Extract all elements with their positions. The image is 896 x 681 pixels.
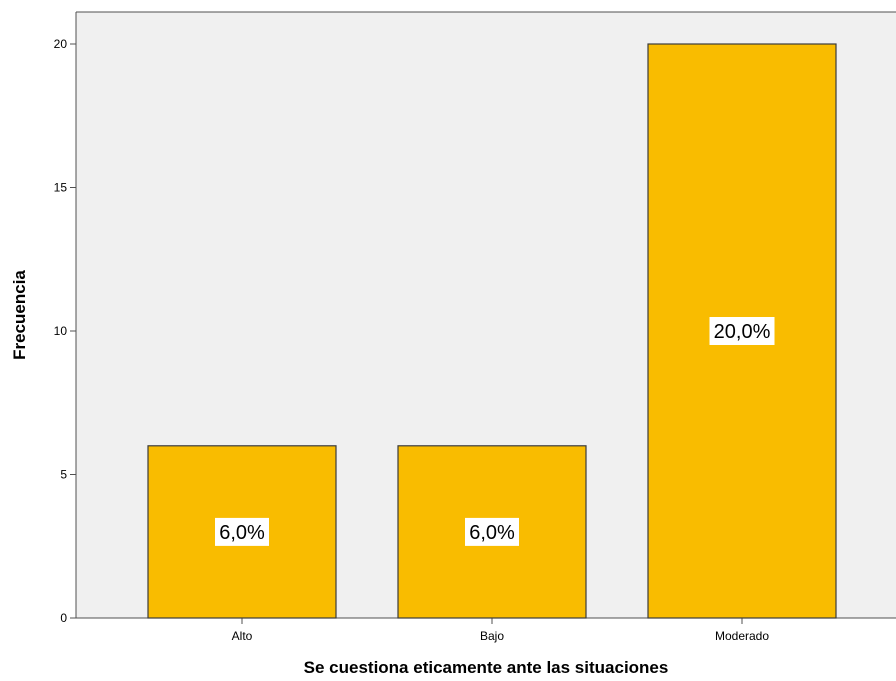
data-label-moderado: 20,0% xyxy=(714,321,771,343)
y-tick-label: 0 xyxy=(60,611,67,625)
y-tick-label: 15 xyxy=(54,181,68,195)
y-axis: 0 5 10 15 20 xyxy=(54,11,896,625)
data-label-alto: 6,0% xyxy=(219,522,265,544)
data-label-box xyxy=(215,517,269,546)
y-axis-title: Frecuencia xyxy=(10,270,29,360)
x-tick-label-bajo: Bajo xyxy=(480,629,504,643)
y-tick-label: 20 xyxy=(54,37,68,51)
bar-labels: 6,0% 6,0% 20,0% xyxy=(215,317,775,546)
x-tick-label-alto: Alto xyxy=(232,629,253,643)
x-axis-title: Se cuestiona eticamente ante las situaci… xyxy=(304,658,669,677)
y-tick-label: 10 xyxy=(54,324,68,338)
y-tick-label: 5 xyxy=(60,468,67,482)
data-label-box xyxy=(709,317,775,345)
bars xyxy=(147,43,837,619)
data-label-box xyxy=(465,517,519,546)
x-tick-label-moderado: Moderado xyxy=(715,629,769,643)
x-axis: Alto Bajo Moderado xyxy=(76,617,896,643)
data-label-bajo: 6,0% xyxy=(469,522,515,544)
